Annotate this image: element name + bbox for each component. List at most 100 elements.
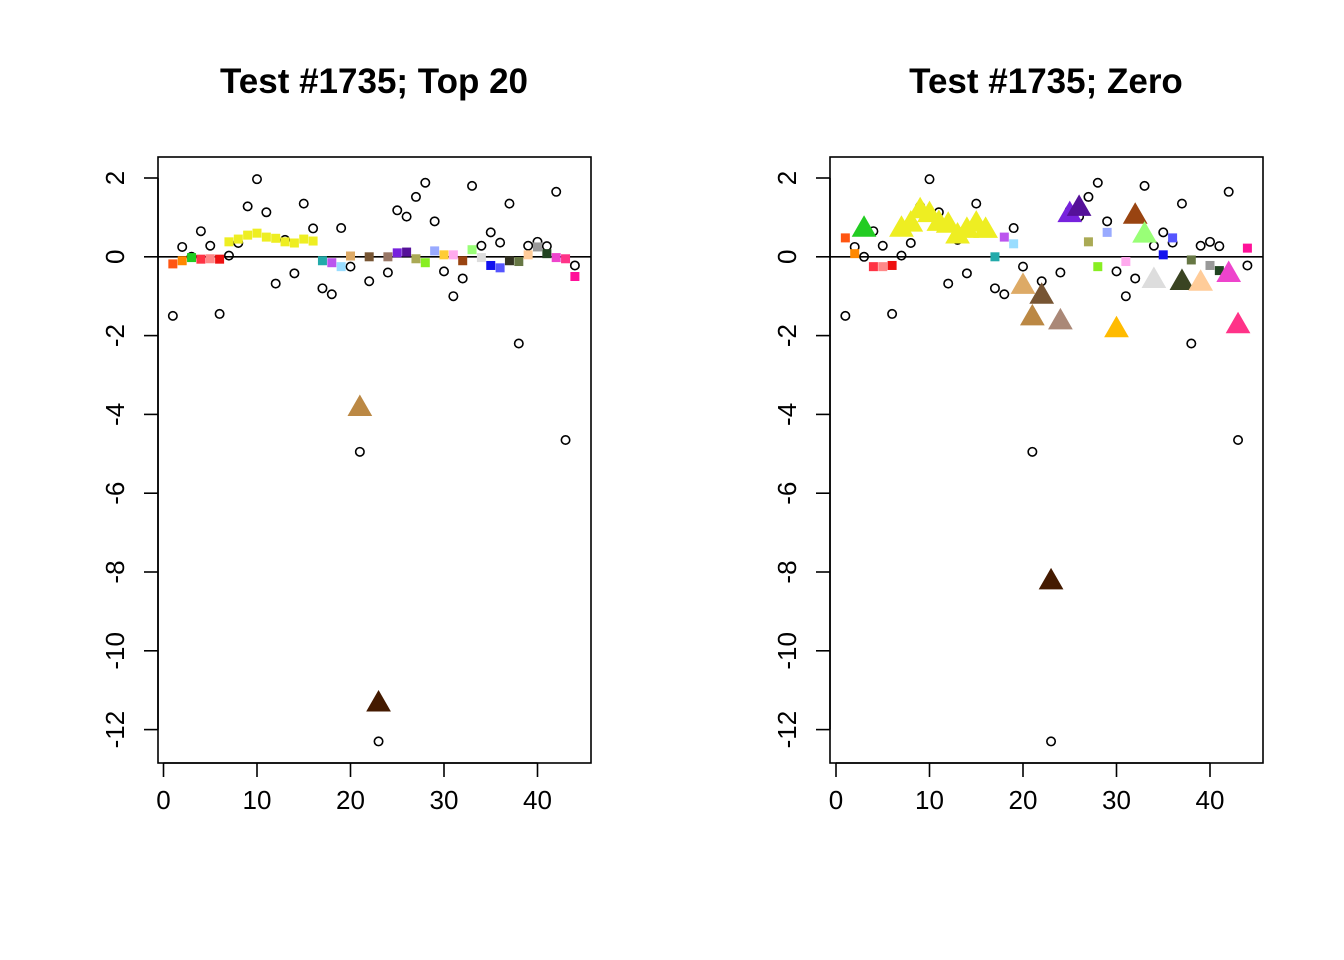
- data-point-circle: [242, 201, 253, 212]
- data-point-square: [999, 232, 1009, 242]
- data-point-square: [383, 252, 393, 262]
- data-point-circle: [877, 240, 888, 251]
- data-point-square: [411, 254, 421, 264]
- data-point-square: [271, 233, 281, 243]
- plot-frame: [157, 156, 592, 764]
- data-point-square: [1093, 262, 1103, 272]
- data-point-circle: [476, 240, 487, 251]
- data-point-circle: [214, 308, 225, 319]
- x-tick-label: 40: [523, 785, 552, 815]
- data-point-circle: [270, 278, 281, 289]
- data-point-circle: [317, 283, 328, 294]
- data-point-circle: [989, 283, 1000, 294]
- data-point-square: [1214, 266, 1224, 276]
- x-tick-label: 0: [829, 785, 843, 815]
- data-point-triangle: [935, 211, 961, 233]
- y-tick-label: -12: [772, 711, 802, 749]
- data-point-circle: [308, 223, 319, 234]
- data-point-circle: [560, 435, 571, 446]
- data-point-circle: [887, 308, 898, 319]
- data-point-square: [1121, 257, 1131, 267]
- data-point-circle: [1055, 267, 1066, 278]
- y-tick-label: -2: [100, 324, 130, 347]
- y-tick-label: 2: [772, 171, 802, 185]
- x-tick-label: 10: [243, 785, 272, 815]
- data-point-square: [308, 236, 318, 246]
- panel-top20: Test #1735; Top 20 20-2-4-6-8-10-120 10 20…: [100, 62, 592, 815]
- data-point-square: [1186, 255, 1196, 265]
- data-point-square: [840, 233, 850, 243]
- data-point-square: [327, 258, 337, 268]
- data-point-square: [458, 256, 468, 266]
- data-point-square: [205, 254, 215, 264]
- y-tick-label: -10: [772, 632, 802, 670]
- y-tick-label: 2: [100, 171, 130, 185]
- data-point-triangle: [1132, 221, 1157, 243]
- plot-frame: [829, 156, 1264, 764]
- data-point-circle: [438, 266, 449, 277]
- data-point-square: [495, 263, 505, 273]
- data-point-square: [878, 262, 888, 272]
- data-point-square: [224, 237, 234, 247]
- data-point-triangle: [1188, 269, 1214, 291]
- data-point-circle: [551, 186, 562, 197]
- data-point-circle: [289, 268, 300, 279]
- data-point-triangle: [347, 394, 373, 417]
- data-point-circle: [504, 198, 515, 209]
- data-point-circle: [924, 174, 935, 185]
- data-point-circle: [1242, 260, 1253, 271]
- data-point-triangle: [1019, 303, 1045, 326]
- x-tick-label: 30: [430, 785, 459, 815]
- y-tick-label: -4: [100, 403, 130, 426]
- data-point-circle: [971, 198, 982, 209]
- panel-zero: Test #1735; Zero 20-2-4-6-8-10-120 10 20 30…: [772, 62, 1264, 815]
- data-point-circle: [467, 180, 478, 191]
- data-point-square: [1009, 239, 1019, 249]
- panel-title: Test #1735; Top 20: [220, 62, 528, 101]
- y-tick-label: -8: [100, 560, 130, 583]
- data-point-circle: [1195, 240, 1206, 251]
- data-point-circle: [177, 241, 188, 252]
- data-point-square: [1083, 237, 1093, 247]
- data-point-square: [523, 250, 533, 260]
- y-tick-label: 0: [772, 250, 802, 264]
- data-point-square: [448, 250, 458, 260]
- data-point-triangle: [1169, 268, 1195, 290]
- data-point-triangle: [1225, 311, 1251, 334]
- data-point-circle: [326, 289, 337, 300]
- data-point-circle: [345, 261, 356, 272]
- data-point-circle: [1176, 198, 1187, 209]
- data-point-circle: [410, 191, 421, 202]
- data-point-circle: [261, 207, 272, 218]
- data-point-square: [177, 256, 187, 266]
- data-point-square: [467, 245, 477, 255]
- data-point-circle: [1186, 338, 1197, 349]
- data-point-square: [514, 257, 524, 267]
- data-point-circle: [364, 276, 375, 287]
- data-point-square: [486, 260, 496, 270]
- data-point-circle: [195, 226, 206, 237]
- data-point-square: [1168, 233, 1178, 243]
- data-point-circle: [1223, 186, 1234, 197]
- data-point-circle: [205, 240, 216, 251]
- data-point-circle: [541, 241, 552, 252]
- x-tick-label: 20: [336, 785, 365, 815]
- y-tick-label: -12: [100, 711, 130, 749]
- data-point-square: [280, 237, 290, 247]
- x-tick-label: 0: [156, 785, 170, 815]
- data-point-square: [336, 262, 346, 272]
- data-point-square: [215, 254, 225, 264]
- data-point-circle: [354, 446, 365, 457]
- data-point-circle: [961, 268, 972, 279]
- data-point-circle: [167, 310, 178, 321]
- data-point-circle: [1027, 446, 1038, 457]
- data-point-square: [551, 253, 561, 263]
- data-point-circle: [223, 250, 234, 261]
- data-point-circle: [429, 216, 440, 227]
- data-point-circle: [896, 250, 907, 261]
- data-point-circle: [382, 267, 393, 278]
- data-point-circle: [1017, 261, 1028, 272]
- data-point-triangle: [1216, 260, 1242, 283]
- x-tick-label: 20: [1009, 785, 1038, 815]
- data-point-circle: [1046, 736, 1057, 747]
